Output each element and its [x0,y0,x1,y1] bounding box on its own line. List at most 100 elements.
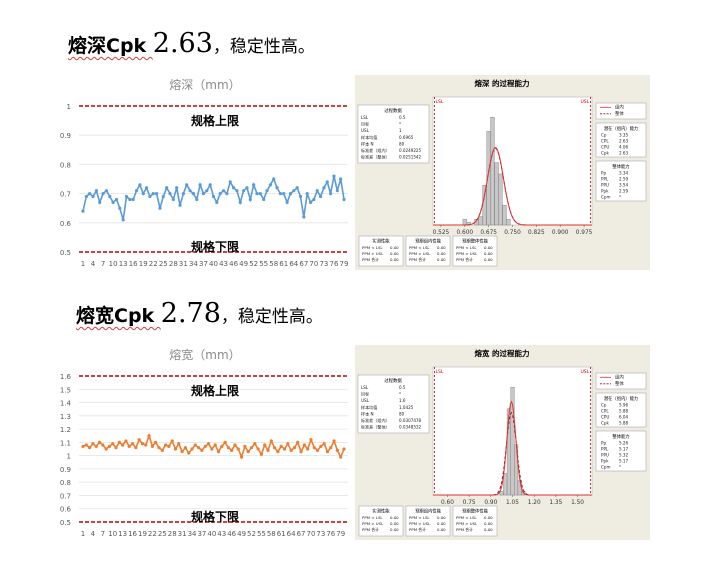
width-run-point [213,443,217,447]
width-run-point [147,434,151,438]
depth-run-point [278,192,283,196]
depth-run-y-tick: 0.9 [60,132,71,140]
width-run-point [226,446,230,450]
width-run-point [111,442,115,446]
width-run-x-tick: 67 [297,530,306,538]
width-run-point [276,450,280,454]
depth-cap-process-label: 标准差（组内） [361,147,390,153]
width-run-point [233,443,237,447]
depth-run-point [305,192,309,196]
width-run-x-tick: 61 [277,530,286,538]
depth-cap-hist-bar [498,173,503,226]
width-cap-x-tick: 1.05 [506,500,519,506]
width-run-point [309,438,313,442]
depth-run-x-tick: 31 [179,260,188,268]
width-cap-potential-label: CPU [601,415,609,420]
depth-run-point [252,183,256,187]
width-run-x-tick: 13 [118,530,127,538]
depth-run-point [191,192,196,196]
depth-run-x-tick: 37 [199,260,208,268]
width-run-x-tick: 52 [247,530,256,538]
width-run-x-tick: 58 [267,530,276,538]
width-run-point [230,448,234,452]
depth-run-point [208,183,212,187]
width-cap-process-header: 过程数据 [384,377,402,384]
width-cap-x-tick: 0.60 [441,500,454,506]
heading-width-prefix: 熔宽Cpk [76,305,161,327]
width-run-point [160,448,164,452]
width-cap-title: 熔宽 的过程能力 [474,348,529,358]
depth-cap-process-value: 80 [399,141,405,146]
depth-cap-perf-value: 0.00 [437,251,446,256]
depth-run-point [302,215,306,219]
depth-run-point [175,186,179,190]
depth-cap-process-label: 样本均值 [361,134,377,140]
width-cap-x-tick: 1.35 [549,500,562,506]
depth-cap-potential-header: 潜在（组内）能力 [604,125,638,132]
depth-run-x-tick: 67 [299,260,308,268]
depth-run-point [198,183,202,187]
depth-run-y-tick: 0.5 [60,249,71,257]
depth-run-point [295,186,299,190]
width-cap-perf-header: 预期组内性能 [415,508,441,515]
depth-run-x-tick: 34 [189,260,198,268]
depth-run-x-tick: 79 [340,260,349,268]
depth-run-point [312,197,316,202]
width-run-point [210,447,214,451]
depth-run-point [238,200,242,204]
depth-cap-process-value: 0.6965 [399,135,414,140]
width-cap-perf-value: 0.00 [437,527,446,532]
depth-run-point [98,200,102,204]
depth-cap-perf-box [452,235,498,267]
width-cap-perf-box [358,505,404,537]
depth-cap-hist-bar [502,204,507,226]
depth-cap-perf-box [405,235,451,267]
depth-run-point [148,194,152,199]
depth-run-point [178,203,182,207]
width-cap-overall-value: 5.17 [619,459,629,464]
width-cap-perf-value: 0.00 [484,515,493,520]
width-cap-potential-value: 5.96 [619,403,629,408]
depth-run-x-tick: 70 [309,260,318,268]
depth-run-x-tick: 28 [169,260,178,268]
depth-cap-hist-bar [478,216,483,226]
depth-cap-within-curve [433,147,592,226]
depth-run-point [131,197,135,202]
depth-cap-usl-label: USL [581,99,590,105]
heading-depth: 熔深Cpk 2.63，稳定性高。 [68,28,315,59]
depth-run-point [225,192,229,196]
width-run-point [335,448,339,452]
depth-cap-potential-value: 2.63 [619,151,629,156]
width-run-point [187,451,191,455]
width-cap-perf-value: 0.00 [390,515,399,520]
depth-run-point [221,189,226,193]
depth-cap-process-header: 过程数据 [384,107,402,114]
width-run-x-tick: 40 [207,530,216,538]
width-cap-legend-label: 整体 [615,380,624,387]
width-run-y-tick: 0.9 [60,466,71,474]
width-run-x-tick: 22 [148,530,157,538]
depth-run-point [151,192,155,196]
width-run-x-tick: 10 [108,530,117,538]
depth-cap-overall-value: * [619,195,621,200]
depth-cap-perf-label: PPM > USL [456,251,478,256]
depth-run-point [88,192,92,196]
depth-cap-process-label: LSL [361,115,369,120]
depth-run-usl-label: 规格上限 [191,113,239,128]
depth-run-x-tick: 40 [209,260,218,268]
width-cap-x-tick: 0.75 [463,500,476,506]
width-run-y-tick: 1.6 [60,373,72,381]
depth-run-point [161,194,165,199]
width-run-point [197,446,201,450]
depth-cap-legend-label: 整体 [615,110,624,117]
depth-run-point [81,209,85,213]
depth-cap-x-tick: 0.750 [504,230,521,236]
depth-run-point [228,180,232,184]
width-run-x-tick: 43 [217,530,226,538]
width-run-lsl-label: 规格下限 [191,509,239,524]
width-run-y-tick: 1.2 [60,426,71,434]
depth-cap-perf-label: PPM > USL [409,251,431,256]
depth-run-point [201,192,206,196]
capability-chart-depth: 熔深 的过程能力 LSL USL 0.525 0.600 0.675 0.750 0.825 0… [355,75,650,270]
